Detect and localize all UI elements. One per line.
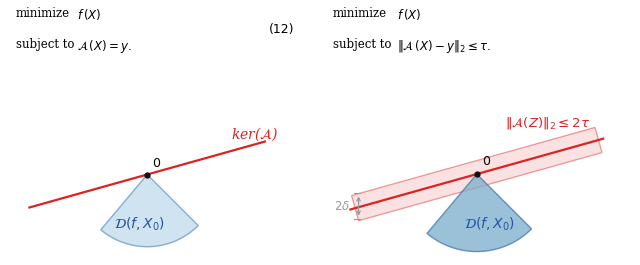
Text: $f\,(X)$: $f\,(X)$ (397, 7, 421, 22)
Text: $\mathcal{D}(f, X_0)$: $\mathcal{D}(f, X_0)$ (114, 215, 165, 233)
Text: (12): (12) (269, 23, 294, 36)
Text: 0: 0 (152, 157, 160, 170)
Text: $f\,(X)$: $f\,(X)$ (77, 7, 101, 22)
Text: ker($\mathcal{A}$): ker($\mathcal{A}$) (231, 126, 278, 143)
Text: 0: 0 (482, 155, 490, 168)
Text: minimize: minimize (333, 7, 387, 20)
Polygon shape (351, 127, 602, 221)
Text: $2\delta$: $2\delta$ (334, 200, 351, 213)
Text: subject to: subject to (16, 38, 74, 51)
Polygon shape (427, 174, 532, 251)
Text: subject to: subject to (333, 38, 391, 51)
Text: $\|\mathcal{A}(Z)\|_2 \leq 2\tau$: $\|\mathcal{A}(Z)\|_2 \leq 2\tau$ (506, 114, 590, 131)
Text: $\|\mathcal{A}\,(X) - y\|_2 \leq \tau.$: $\|\mathcal{A}\,(X) - y\|_2 \leq \tau.$ (397, 38, 491, 55)
Text: $\mathcal{D}(f, X_0)$: $\mathcal{D}(f, X_0)$ (463, 216, 515, 233)
Polygon shape (100, 174, 198, 247)
Text: $\mathcal{A}\,(X) = y.$: $\mathcal{A}\,(X) = y.$ (77, 38, 132, 55)
Text: minimize: minimize (16, 7, 70, 20)
